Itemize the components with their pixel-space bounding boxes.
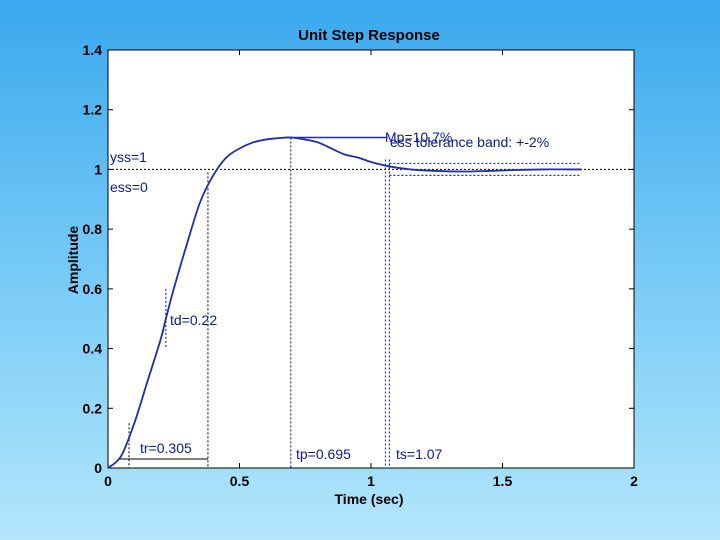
plot-area (107, 49, 635, 469)
y-tick-label: 1.4 (83, 42, 103, 58)
tick-labels: 0 0.5 1 1.5 2 0 0.2 0.4 0.6 0.8 1 1.2 1.4 (83, 42, 639, 489)
x-axis-label: Time (sec) (335, 491, 404, 507)
response-curve (107, 136, 582, 469)
ts-label: ts=1.07 (396, 446, 443, 462)
x-tick-label: 1 (367, 473, 375, 489)
yss-annotation: yss=1 (110, 149, 147, 165)
y-tick-label: 0.8 (83, 221, 103, 237)
y-tick-label: 0.2 (83, 400, 103, 416)
y-tick-label: 0 (94, 460, 102, 476)
ess-annotation: ess=0 (110, 179, 148, 195)
x-tick-label: 1.5 (493, 473, 513, 489)
y-tick-label: 1.2 (83, 102, 103, 118)
y-tick-label: 0.4 (83, 341, 103, 357)
guide-lines (108, 136, 634, 468)
tp-label: tp=0.695 (296, 446, 351, 462)
td-label: td=0.22 (170, 312, 217, 328)
mp-annotation: Mp=10.7% (385, 129, 452, 145)
series-layer (107, 136, 582, 469)
chart-title: Unit Step Response (298, 27, 440, 44)
tolerance-annotation: ess tolerance band: +-2% (390, 134, 549, 150)
x-tick-label: 0 (104, 473, 112, 489)
y-tick-label: 1 (94, 161, 102, 177)
tr-label: tr=0.305 (140, 440, 192, 456)
x-tick-label: 2 (630, 473, 638, 489)
y-tick-label: 0.6 (83, 281, 103, 297)
x-tick-label: 0.5 (230, 473, 250, 489)
y-axis-label: Amplitude (65, 226, 81, 295)
